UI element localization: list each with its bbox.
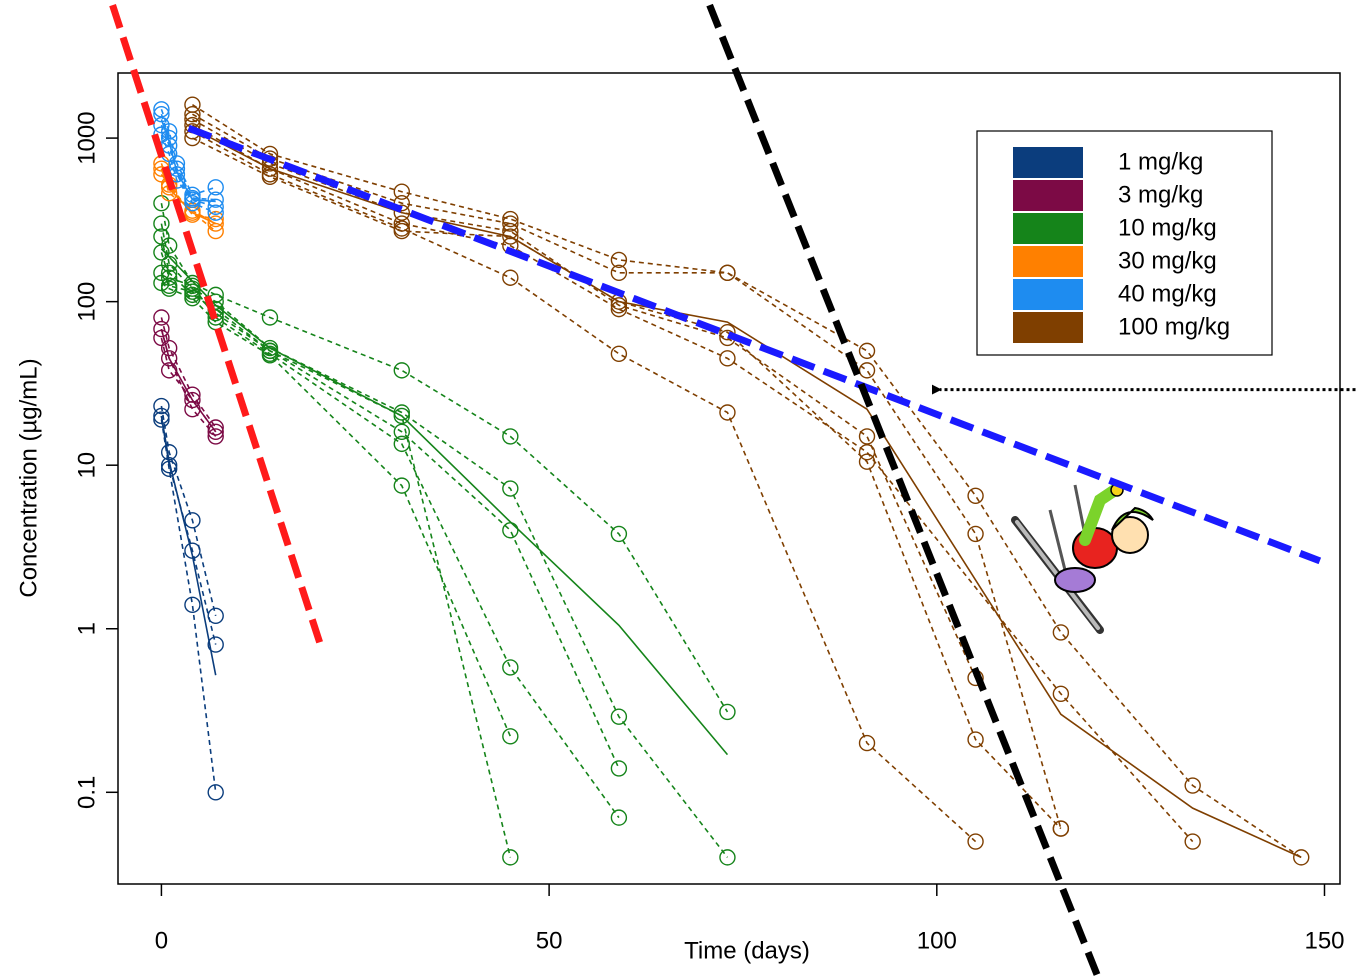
data-point — [162, 256, 177, 271]
legend-swatch — [1013, 279, 1083, 310]
data-point — [503, 729, 518, 744]
legend-label: 30 mg/kg — [1118, 247, 1217, 274]
subject-line — [161, 273, 510, 858]
legend-swatch — [1013, 312, 1083, 343]
data-point — [208, 420, 223, 435]
legend-label: 10 mg/kg — [1118, 214, 1217, 241]
subject-line — [161, 420, 215, 793]
data-point — [968, 488, 983, 503]
mean-line — [161, 249, 727, 755]
data-point — [1053, 625, 1068, 640]
legend-label: 3 mg/kg — [1118, 181, 1203, 208]
subject-line — [192, 114, 1060, 828]
data-point — [860, 343, 875, 358]
x-tick-label: 150 — [1304, 927, 1344, 954]
y-tick-label: 100 — [73, 282, 100, 322]
data-point — [860, 363, 875, 378]
legend-label: 100 mg/kg — [1118, 313, 1230, 340]
subject-line — [161, 416, 215, 645]
chart: Time (days) Concentration (µg/mL) 050100… — [0, 0, 1356, 980]
x-axis-label: Time (days) — [684, 937, 810, 964]
legend-label: 40 mg/kg — [1118, 280, 1217, 307]
subject-line — [161, 317, 215, 427]
legend-swatch — [1013, 246, 1083, 277]
data-point — [968, 526, 983, 541]
y-tick-label: 1 — [73, 622, 100, 635]
data-point — [162, 363, 177, 378]
data-point — [503, 270, 518, 285]
data-point — [394, 363, 409, 378]
subject-line — [192, 131, 975, 841]
y-axis-label: Concentration (µg/mL) — [15, 358, 42, 597]
data-point — [611, 346, 626, 361]
subject-line — [192, 119, 975, 678]
legend-label: 1 mg/kg — [1118, 148, 1203, 175]
subject-line — [161, 224, 727, 858]
data-point — [611, 761, 626, 776]
subject-line — [161, 338, 215, 432]
y-tick-label: 1000 — [73, 111, 100, 164]
subject-line — [161, 252, 618, 817]
x-tick-label: 50 — [536, 927, 563, 954]
x-tick-label: 0 — [155, 927, 168, 954]
legend-swatch — [1013, 147, 1083, 178]
legend-swatch — [1013, 213, 1083, 244]
y-tick-label: 10 — [73, 452, 100, 479]
skier — [1015, 484, 1153, 630]
page: {"chart_data": { "type": "line", "x_labe… — [0, 0, 1356, 980]
legend-swatch — [1013, 180, 1083, 211]
x-tick-label: 100 — [917, 927, 957, 954]
data-point — [503, 660, 518, 675]
subject-line — [192, 138, 1060, 829]
data-point — [860, 429, 875, 444]
legend: 1 mg/kg 3 mg/kg 10 mg/kg 30 mg/kg 40 mg/kg 10… — [977, 131, 1272, 355]
data-point — [503, 523, 518, 538]
data-point — [185, 402, 200, 417]
y-tick-label: 0.1 — [73, 776, 100, 809]
